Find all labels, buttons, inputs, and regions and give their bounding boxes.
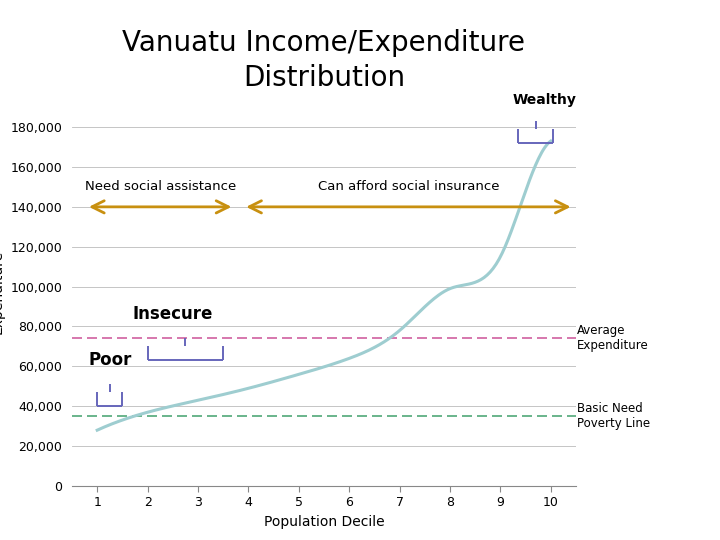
Text: Poor: Poor bbox=[88, 352, 132, 369]
Text: Average
Expenditure: Average Expenditure bbox=[577, 325, 649, 353]
X-axis label: Population Decile: Population Decile bbox=[264, 515, 384, 529]
Text: Need social assistance: Need social assistance bbox=[84, 180, 236, 193]
Text: Can afford social insurance: Can afford social insurance bbox=[318, 180, 500, 193]
Title: Vanuatu Income/Expenditure
Distribution: Vanuatu Income/Expenditure Distribution bbox=[122, 30, 526, 92]
Y-axis label: Expenditure: Expenditure bbox=[0, 249, 5, 334]
Text: Insecure: Insecure bbox=[132, 305, 213, 322]
Text: Wealthy: Wealthy bbox=[513, 93, 577, 107]
Text: Basic Need
Poverty Line: Basic Need Poverty Line bbox=[577, 402, 650, 430]
